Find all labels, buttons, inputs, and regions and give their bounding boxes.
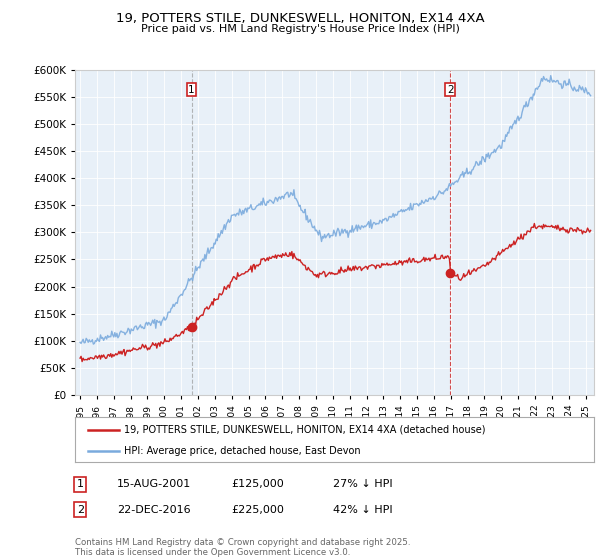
Text: 15-AUG-2001: 15-AUG-2001 <box>117 479 191 489</box>
Text: 2: 2 <box>447 85 454 95</box>
Text: 1: 1 <box>188 85 195 95</box>
Text: 19, POTTERS STILE, DUNKESWELL, HONITON, EX14 4XA: 19, POTTERS STILE, DUNKESWELL, HONITON, … <box>116 12 484 25</box>
Text: HPI: Average price, detached house, East Devon: HPI: Average price, detached house, East… <box>124 446 361 456</box>
Text: 19, POTTERS STILE, DUNKESWELL, HONITON, EX14 4XA (detached house): 19, POTTERS STILE, DUNKESWELL, HONITON, … <box>124 424 486 435</box>
Text: Price paid vs. HM Land Registry's House Price Index (HPI): Price paid vs. HM Land Registry's House … <box>140 24 460 34</box>
Text: Contains HM Land Registry data © Crown copyright and database right 2025.
This d: Contains HM Land Registry data © Crown c… <box>75 538 410 557</box>
Text: 1: 1 <box>77 479 84 489</box>
Text: 42% ↓ HPI: 42% ↓ HPI <box>333 505 392 515</box>
Text: 27% ↓ HPI: 27% ↓ HPI <box>333 479 392 489</box>
Text: £125,000: £125,000 <box>231 479 284 489</box>
Text: £225,000: £225,000 <box>231 505 284 515</box>
Text: 22-DEC-2016: 22-DEC-2016 <box>117 505 191 515</box>
Text: 2: 2 <box>77 505 84 515</box>
